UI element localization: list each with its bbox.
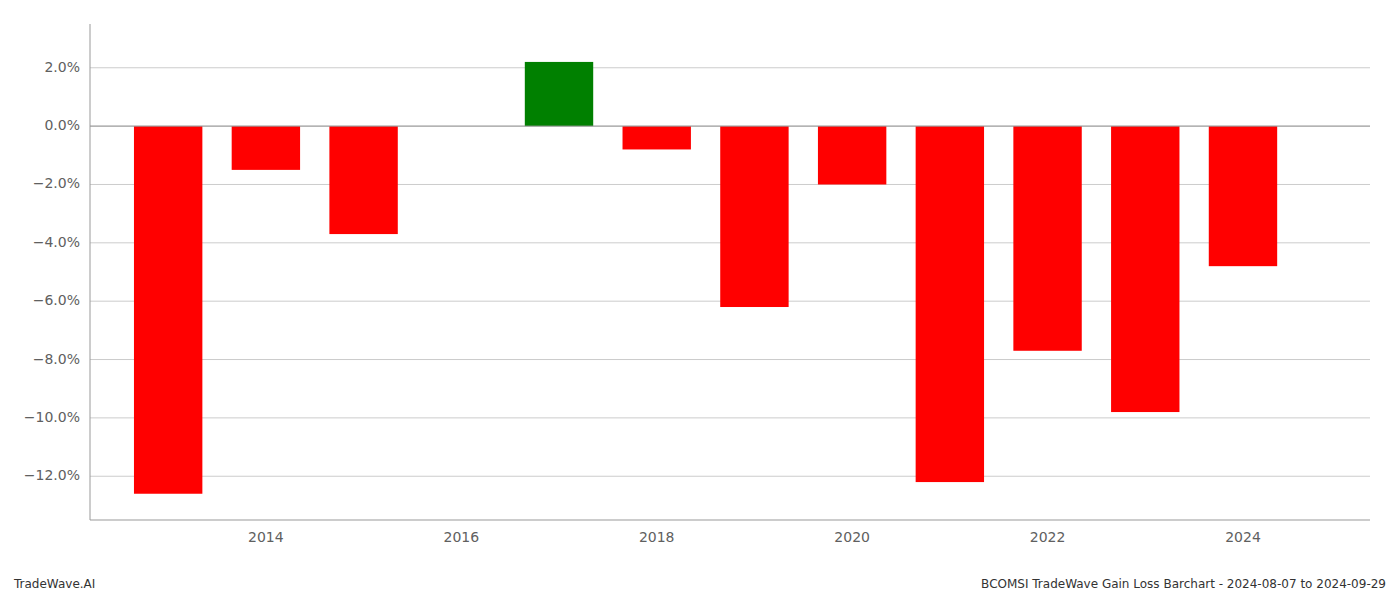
- y-tick-label: 0.0%: [44, 117, 80, 133]
- x-axis-line: [90, 519, 1370, 520]
- grid-line: [90, 126, 1370, 127]
- bar: [818, 126, 886, 184]
- x-tick-label: 2024: [1225, 529, 1261, 545]
- bar: [623, 126, 691, 149]
- bars: [134, 62, 1277, 494]
- y-tick-label: −4.0%: [33, 234, 80, 250]
- x-tick-label: 2018: [639, 529, 675, 545]
- y-tick-label: −2.0%: [33, 175, 80, 191]
- x-tick-label: 2022: [1030, 529, 1066, 545]
- y-tick-label: −12.0%: [24, 467, 80, 483]
- y-tick-label: 2.0%: [44, 59, 80, 75]
- bar: [1209, 126, 1277, 266]
- grid-line: [90, 417, 1370, 418]
- x-tick-labels: 2014 2016 2018 2020 2022 2024: [248, 529, 1261, 545]
- y-tick-label: −8.0%: [33, 351, 80, 367]
- background: [0, 0, 1400, 600]
- y-tick-labels: 2.0% 0.0% −2.0% −4.0% −6.0% −8.0% −10.0% −12.0%: [24, 59, 80, 483]
- y-grid: [90, 68, 1370, 476]
- x-tick-label: 2014: [248, 529, 284, 545]
- chart: 2.0% 0.0% −2.0% −4.0% −6.0% −8.0% −10.0% −12.0%…: [0, 0, 1400, 600]
- bar: [525, 62, 593, 126]
- bar: [1111, 126, 1179, 412]
- grid-line: [90, 476, 1370, 477]
- footer-text: BCOMSI TradeWave Gain Loss Barchart - 20…: [981, 577, 1386, 591]
- bar: [720, 126, 788, 307]
- x-tick-label: 2016: [443, 529, 479, 545]
- bar: [134, 126, 202, 494]
- bar: [916, 126, 984, 482]
- y-tick-label: −10.0%: [24, 409, 80, 425]
- x-tick-label: 2020: [834, 529, 870, 545]
- grid-line: [90, 67, 1370, 68]
- y-axis-line: [90, 24, 91, 520]
- y-tick-label: −6.0%: [33, 292, 80, 308]
- zero-line: [90, 126, 1370, 127]
- footer-text: TradeWave.AI: [13, 577, 95, 591]
- bar: [232, 126, 300, 170]
- bar: [329, 126, 397, 234]
- bar: [1013, 126, 1081, 351]
